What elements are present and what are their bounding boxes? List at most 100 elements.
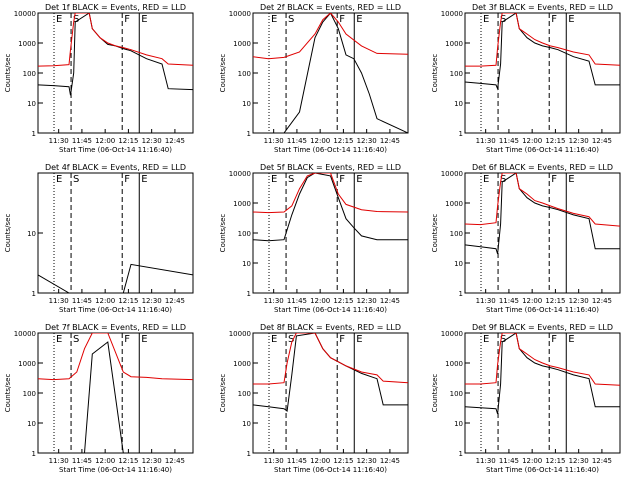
plot-frame xyxy=(252,12,409,134)
y-tick-label: 1 xyxy=(247,290,251,298)
x-tick-label: 11:45 xyxy=(287,137,307,145)
y-tick-label: 100 xyxy=(238,230,251,238)
x-tick-label: 11:30 xyxy=(476,457,496,465)
y-tick-label: 10 xyxy=(27,420,36,428)
y-tick-label: 1 xyxy=(459,130,463,138)
event-marker-label: E xyxy=(568,334,574,345)
x-tick-label: 12:15 xyxy=(545,297,565,305)
lld-series-line xyxy=(253,173,408,214)
y-tick-label: 1000 xyxy=(233,200,251,208)
event-marker-label: E xyxy=(568,14,574,25)
y-tick-label: 10000 xyxy=(441,10,463,18)
y-tick-label: 1000 xyxy=(233,360,251,368)
x-tick-label: 11:30 xyxy=(476,297,496,305)
event-marker-label: F xyxy=(124,334,130,345)
event-marker-label: F xyxy=(124,174,130,185)
y-tick-label: 10000 xyxy=(229,330,251,338)
events-series-line xyxy=(253,173,408,242)
event-marker-label: F xyxy=(551,334,557,345)
x-tick-label: 12:45 xyxy=(165,137,185,145)
y-axis-label: Counts/sec xyxy=(4,214,12,253)
y-axis-label: Counts/sec xyxy=(431,214,439,253)
event-marker-label: E xyxy=(356,14,362,25)
lld-series-line xyxy=(253,13,408,60)
x-tick-label: 12:15 xyxy=(333,137,353,145)
chart-title: Det 5f BLACK = Events, RED = LLD xyxy=(260,163,401,172)
lld-series-line xyxy=(38,13,193,67)
x-tick-label: 11:30 xyxy=(49,457,69,465)
x-axis-label: Start Time (06-Oct-14 11:16:40) xyxy=(59,306,172,314)
x-tick-label: 12:30 xyxy=(569,297,589,305)
event-marker-label: F xyxy=(339,14,345,25)
event-marker-label: S xyxy=(288,174,294,185)
chart-panel: Det 4f BLACK = Events, RED = LLD 1 10 Count… xyxy=(4,163,194,314)
y-tick-label: 10000 xyxy=(441,170,463,178)
x-tick-label: 12:00 xyxy=(310,297,330,305)
y-tick-label: 1 xyxy=(247,450,251,458)
x-tick-label: 12:00 xyxy=(95,297,115,305)
event-marker-label: S xyxy=(500,14,506,25)
event-marker-label: E xyxy=(356,174,362,185)
x-tick-label: 12:15 xyxy=(545,457,565,465)
chart-panel: Det 7f BLACK = Events, RED = LLD 1 10 100 10… xyxy=(4,323,194,474)
plot-frame xyxy=(464,332,621,454)
event-marker-label: E xyxy=(271,174,277,185)
event-marker-label: E xyxy=(141,14,147,25)
events-series-line xyxy=(38,13,193,96)
y-tick-label: 10 xyxy=(454,260,463,268)
chart-title: Det 2f BLACK = Events, RED = LLD xyxy=(260,3,401,12)
events-series-line xyxy=(38,263,193,293)
events-series-line xyxy=(465,173,620,255)
chart-title: Det 9f BLACK = Events, RED = LLD xyxy=(472,323,613,332)
x-tick-label: 11:30 xyxy=(264,137,284,145)
y-tick-label: 100 xyxy=(23,70,36,78)
x-tick-label: 12:00 xyxy=(522,137,542,145)
event-marker-label: E xyxy=(568,174,574,185)
y-tick-label: 1 xyxy=(32,130,36,138)
x-tick-label: 11:45 xyxy=(72,457,92,465)
x-tick-label: 12:45 xyxy=(380,137,400,145)
chart-panel: Det 6f BLACK = Events, RED = LLD 1 10 100 10… xyxy=(431,163,621,314)
event-marker-label: E xyxy=(356,334,362,345)
x-tick-label: 12:30 xyxy=(142,137,162,145)
y-tick-label: 1000 xyxy=(233,40,251,48)
y-tick-label: 1000 xyxy=(445,40,463,48)
x-axis-label: Start Time (06-Oct-14 11:16:40) xyxy=(274,146,387,154)
event-marker-label: S xyxy=(73,334,79,345)
x-tick-label: 12:15 xyxy=(118,457,138,465)
event-marker-label: E xyxy=(56,14,62,25)
event-marker-label: E xyxy=(141,334,147,345)
x-axis-label: Start Time (06-Oct-14 11:16:40) xyxy=(486,466,599,474)
x-axis-label: Start Time (06-Oct-14 11:16:40) xyxy=(486,306,599,314)
y-axis-label: Counts/sec xyxy=(431,374,439,413)
chart-panel: Det 5f BLACK = Events, RED = LLD 1 10 100 10… xyxy=(219,163,409,314)
y-tick-label: 10 xyxy=(27,230,36,238)
y-axis-label: Counts/sec xyxy=(219,214,227,253)
event-marker-label: E xyxy=(141,174,147,185)
y-tick-label: 1 xyxy=(459,290,463,298)
event-marker-label: F xyxy=(551,14,557,25)
lld-series-line xyxy=(38,333,193,381)
event-marker-label: F xyxy=(339,334,345,345)
y-tick-label: 1000 xyxy=(445,360,463,368)
x-tick-label: 12:45 xyxy=(592,137,612,145)
x-tick-label: 11:45 xyxy=(72,137,92,145)
x-tick-label: 12:00 xyxy=(310,137,330,145)
event-marker-label: E xyxy=(483,334,489,345)
y-axis-label: Counts/sec xyxy=(4,374,12,413)
plot-frame xyxy=(37,172,194,294)
x-tick-label: 12:30 xyxy=(357,137,377,145)
x-tick-label: 12:30 xyxy=(569,457,589,465)
events-series-line xyxy=(465,333,620,415)
chart-panel: Det 2f BLACK = Events, RED = LLD 1 10 100 10… xyxy=(219,3,409,154)
x-tick-label: 12:15 xyxy=(333,457,353,465)
x-tick-label: 12:30 xyxy=(569,137,589,145)
lld-series-line xyxy=(465,333,620,386)
x-tick-label: 12:00 xyxy=(95,457,115,465)
event-marker-label: S xyxy=(500,334,506,345)
event-marker-label: S xyxy=(73,174,79,185)
x-tick-label: 12:00 xyxy=(95,137,115,145)
y-tick-label: 1000 xyxy=(18,40,36,48)
x-tick-label: 12:45 xyxy=(165,457,185,465)
y-tick-label: 100 xyxy=(450,70,463,78)
